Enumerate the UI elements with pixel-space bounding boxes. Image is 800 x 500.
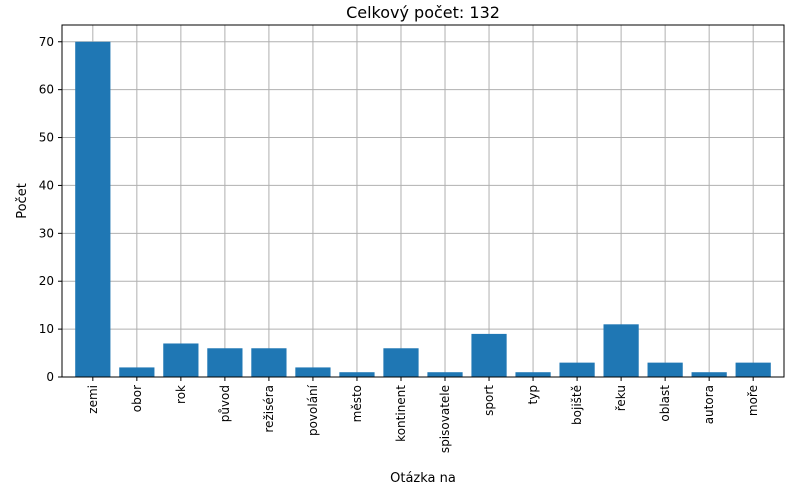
bar <box>251 348 287 377</box>
bar <box>163 343 199 377</box>
y-axis-label: Počet <box>15 183 30 219</box>
x-tick-label: povolání <box>306 384 320 436</box>
x-tick-label: původ <box>218 385 232 422</box>
bar <box>75 41 111 378</box>
bar <box>691 372 727 377</box>
x-tick-label: spisovatele <box>438 385 452 453</box>
axis-layer: 0 10 20 30 40 50 60 70 zemi obor rok původ režiséra p… <box>39 35 760 453</box>
x-axis-label: Otázka na <box>390 471 456 486</box>
bar <box>339 372 375 377</box>
bar-layer <box>75 41 771 378</box>
x-tick-label: oblast <box>658 385 672 422</box>
x-tick-label: řeku <box>614 385 628 411</box>
bar <box>383 348 419 377</box>
y-tick-label: 10 <box>39 322 54 336</box>
grid-layer <box>62 25 784 378</box>
x-tick-label: obor <box>130 385 144 412</box>
bar <box>515 372 551 377</box>
x-tick-label: město <box>350 385 364 422</box>
y-tick-label: 20 <box>39 274 54 288</box>
x-tick-label: autora <box>702 385 716 424</box>
bar <box>471 333 507 377</box>
bar <box>603 324 639 377</box>
bar <box>735 362 771 377</box>
bar <box>119 367 155 377</box>
x-tick-label: zemi <box>86 385 100 414</box>
y-tick-label: 50 <box>39 131 54 145</box>
bar <box>295 367 331 377</box>
bar <box>427 372 463 377</box>
x-tick-label: režiséra <box>262 385 276 433</box>
x-tick-label: kontinent <box>394 385 408 442</box>
y-tick-label: 0 <box>46 370 54 384</box>
x-tick-label: sport <box>482 385 496 416</box>
x-tick-label: moře <box>746 385 760 416</box>
y-tick-label: 30 <box>39 226 54 240</box>
y-tick-label: 70 <box>39 35 54 49</box>
plot-frame <box>61 24 785 378</box>
x-tick-label: rok <box>174 385 188 404</box>
y-tick-label: 60 <box>39 83 54 97</box>
bar <box>559 362 595 377</box>
chart-title: Celkový počet: 132 <box>346 3 500 22</box>
x-tick-label: typ <box>526 385 540 404</box>
y-tick-label: 40 <box>39 178 54 192</box>
bar <box>647 362 683 377</box>
bar <box>207 348 243 377</box>
x-tick-label: bojiště <box>570 385 584 425</box>
